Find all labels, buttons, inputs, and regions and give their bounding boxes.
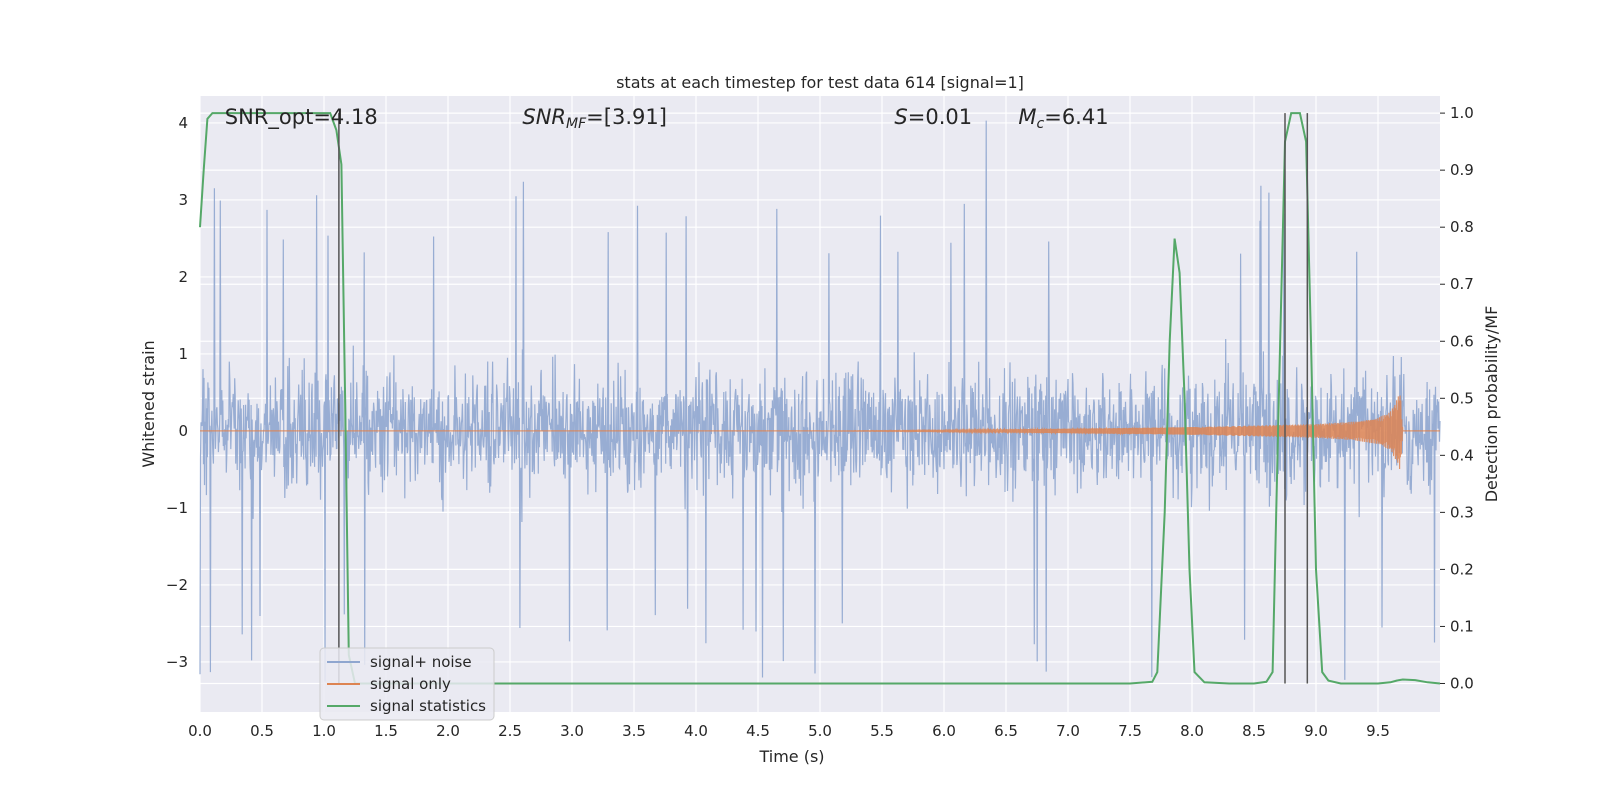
right-axis-label: Detection probability/MF xyxy=(1482,306,1501,503)
left-tick-label: 0 xyxy=(178,422,188,440)
right-tick-label: 0.6 xyxy=(1450,332,1474,350)
x-tick-label: 9.5 xyxy=(1366,722,1390,740)
right-tick-label: 0.1 xyxy=(1450,617,1474,635)
signal-only-line xyxy=(200,395,1440,470)
x-tick-label: 4.0 xyxy=(684,722,708,740)
right-tick-label: 1.0 xyxy=(1450,104,1474,122)
legend: signal+ noise signal only signal statist… xyxy=(319,647,495,721)
x-tick-label: 6.0 xyxy=(932,722,956,740)
x-axis-ticks: 0.0 0.5 1.0 1.5 2.0 2.5 3.0 3.5 4.0 4.5 5.0 5.5 6.0 6… xyxy=(188,722,1390,740)
right-tick-label: 0.0 xyxy=(1450,674,1474,692)
x-tick-label: 1.5 xyxy=(374,722,398,740)
right-tick-label: 0.8 xyxy=(1450,218,1474,236)
x-tick-label: 3.0 xyxy=(560,722,584,740)
left-tick-label: −2 xyxy=(166,576,188,594)
signal-statistics-series xyxy=(199,112,1441,685)
x-tick-label: 4.5 xyxy=(746,722,770,740)
x-tick-label: 1.0 xyxy=(312,722,336,740)
annotation-text: SNRMF=[3.91] xyxy=(522,105,667,132)
right-tick-label: 0.5 xyxy=(1450,389,1474,407)
x-tick-label: 7.5 xyxy=(1118,722,1142,740)
legend-box xyxy=(319,647,495,721)
x-tick-label: 6.5 xyxy=(994,722,1018,740)
x-tick-label: 2.5 xyxy=(498,722,522,740)
annotations: SNR_opt=4.18 SNRMF=[3.91] S=0.01 Mc=6.41 xyxy=(225,105,1109,132)
annotation-text: S=0.01 xyxy=(894,105,972,129)
x-tick-label: 8.0 xyxy=(1180,722,1204,740)
x-tick-label: 2.0 xyxy=(436,722,460,740)
x-tick-label: 5.5 xyxy=(870,722,894,740)
x-tick-label: 8.5 xyxy=(1242,722,1266,740)
signal-only-series xyxy=(200,395,1440,470)
signal-plus-noise-series xyxy=(199,120,1441,682)
legend-label-statistics: signal statistics xyxy=(370,697,486,715)
left-tick-label: 1 xyxy=(178,345,188,363)
left-tick-label: 2 xyxy=(178,268,188,286)
right-axis-ticks: 0.0 0.1 0.2 0.3 0.4 0.5 0.6 0.7 0.8 0.9 1.0 xyxy=(1440,104,1474,692)
left-axis-label: Whitened strain xyxy=(139,340,158,467)
right-tick-label: 0.2 xyxy=(1450,560,1474,578)
x-tick-label: 0.5 xyxy=(250,722,274,740)
legend-label-noise: signal+ noise xyxy=(370,653,472,671)
left-axis-ticks: −3 −2 −1 0 1 2 3 4 xyxy=(166,114,188,671)
right-tick-label: 0.7 xyxy=(1450,275,1474,293)
signal-plus-noise-line xyxy=(199,120,1441,682)
right-tick-label: 0.4 xyxy=(1450,446,1474,464)
x-tick-label: 3.5 xyxy=(622,722,646,740)
x-axis-label: Time (s) xyxy=(758,747,824,766)
left-tick-label: −1 xyxy=(166,499,188,517)
x-tick-label: 0.0 xyxy=(188,722,212,740)
signal-statistics-line xyxy=(199,112,1441,685)
x-tick-label: 5.0 xyxy=(808,722,832,740)
legend-label-signal: signal only xyxy=(370,675,451,693)
left-tick-label: 3 xyxy=(178,191,188,209)
chart-title: stats at each timestep for test data 614… xyxy=(616,73,1024,92)
x-tick-label: 7.0 xyxy=(1056,722,1080,740)
annotation-text: SNR_opt=4.18 xyxy=(225,105,378,130)
vertical-markers xyxy=(338,113,1309,684)
left-tick-label: 4 xyxy=(178,114,188,132)
right-tick-label: 0.9 xyxy=(1450,161,1474,179)
left-tick-label: −3 xyxy=(166,653,188,671)
x-tick-label: 9.0 xyxy=(1304,722,1328,740)
annotation-text: Mc=6.41 xyxy=(1018,105,1108,132)
grid xyxy=(199,96,1440,712)
right-tick-label: 0.3 xyxy=(1450,503,1474,521)
